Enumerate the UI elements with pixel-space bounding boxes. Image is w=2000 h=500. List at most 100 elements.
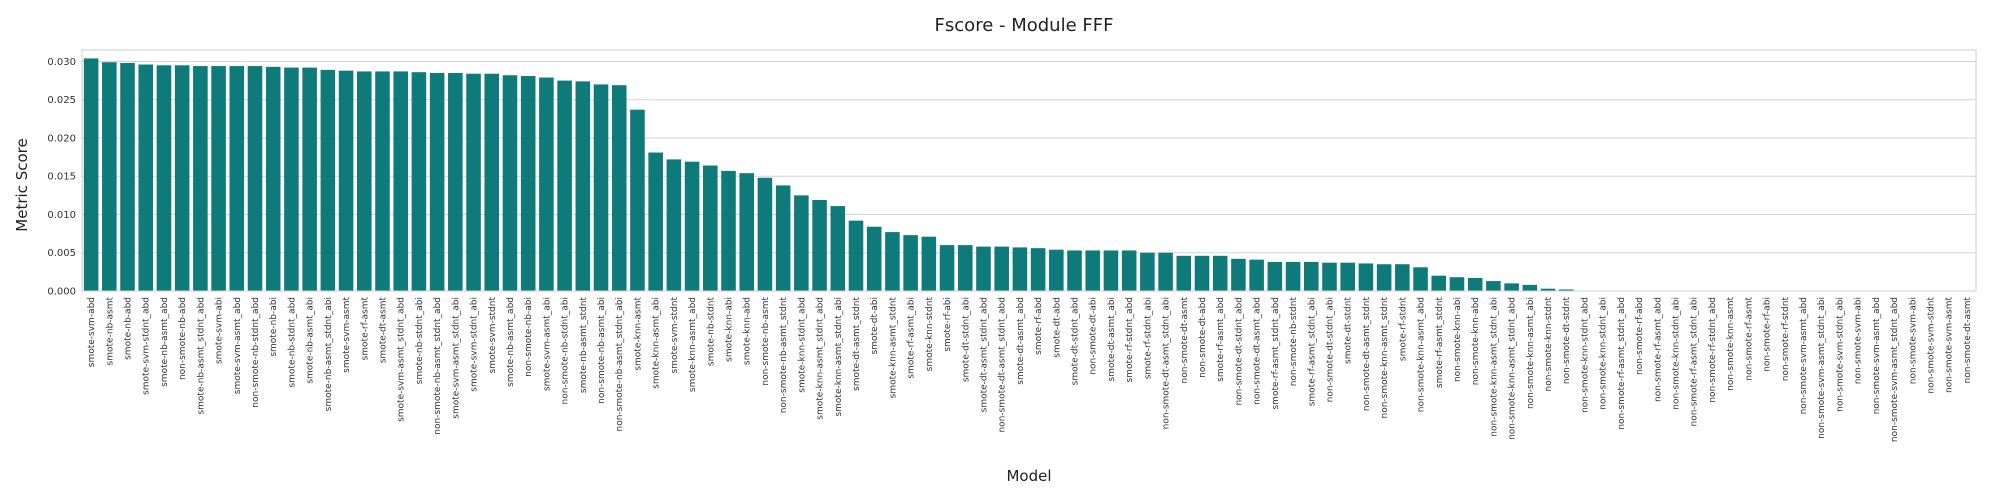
x-tick-label: smote-knn-asmt_stdnt_abi [834, 297, 844, 417]
x-tick-label: smote-knn-abd [743, 297, 753, 365]
x-tick-label: non-smote-svm-abi [1908, 297, 1918, 384]
x-tick-labels: smote-svm-abd smote-nb-asmt smote-nb-abd sm… [87, 297, 1973, 443]
bar [411, 72, 427, 291]
bar [302, 67, 317, 291]
x-tick-label: smote-svm-asmt_abd [233, 297, 243, 394]
x-tick-label: non-smote-knn-stdnt [1544, 297, 1554, 392]
bar [593, 84, 609, 291]
x-tick-label: smote-svm-abd [87, 297, 97, 367]
x-tick-label: smote-nb-stdnt_abi [415, 297, 425, 384]
bar [1194, 255, 1210, 291]
y-tick-label: 0.020 [47, 133, 76, 144]
bar [156, 65, 172, 291]
bar [1376, 264, 1392, 291]
bar [1395, 264, 1410, 291]
x-tick-label: non-smote-knn-asmt_stdnt_abi [1489, 297, 1499, 437]
x-tick-label: smote-nb-asmt_stdnt [579, 297, 589, 394]
bar [812, 199, 827, 291]
bar [1249, 259, 1264, 291]
x-tick-label: smote-svm-abi [215, 297, 225, 364]
bar [1285, 261, 1301, 291]
x-tick-label: non-smote-nb-asmt_stdnt [779, 297, 789, 414]
x-tick-label: non-smote-rf-asmt_stdnt_abd [1617, 297, 1627, 430]
bar [1231, 258, 1246, 291]
bar [466, 73, 481, 291]
x-tick-label: non-smote-knn-asmt_stdnt_abd [1508, 297, 1518, 440]
bar [393, 71, 408, 291]
x-tick-label: smote-dt-stdnt [1344, 297, 1354, 364]
bar [1322, 262, 1337, 291]
bar [703, 165, 718, 291]
bar [903, 235, 918, 291]
bar [174, 65, 190, 291]
bar [575, 81, 591, 291]
x-tick-label: smote-knn-asmt_stdnt_abd [816, 297, 826, 420]
bar [848, 220, 864, 291]
x-tick-label: non-smote-nb-stdnt_abd [251, 297, 261, 408]
bar [611, 85, 627, 291]
bar [1085, 250, 1101, 291]
bar [356, 71, 372, 291]
bar [630, 109, 645, 291]
x-tick-label: smote-rf-asmt_stdnt_abi [1307, 297, 1317, 406]
bar [957, 245, 973, 291]
x-tick-label: smote-rf-asmt_stdnt_abd [1271, 297, 1281, 410]
y-tick-label: 0.015 [47, 172, 76, 183]
x-axis-label: Model [1006, 467, 1051, 485]
x-tick-label: smote-dt-abd [1052, 297, 1062, 358]
x-tick-label: smote-svm-asmt_abi [542, 297, 552, 391]
x-tick-label: non-smote-nb-asmt_stdnt_abi [615, 297, 625, 432]
bar [1121, 250, 1137, 291]
bar [484, 73, 500, 291]
x-tick-label: non-smote-svm-asmt_abd [1799, 297, 1809, 414]
x-tick-label: non-smote-rf-abd [1635, 297, 1645, 375]
x-tick-label: non-smote-rf-asmt_abd [1653, 297, 1663, 402]
bar [794, 195, 809, 291]
bar [830, 206, 846, 291]
bar [1158, 252, 1173, 291]
x-tick-label: smote-rf-asmt_stdnt [1435, 297, 1445, 389]
x-tick-label: smote-dt-asmt_abi [1107, 297, 1117, 382]
x-tick-label: smote-svm-asmt [342, 297, 352, 373]
x-tick-label: non-smote-dt-stdnt_abd [1234, 297, 1244, 406]
bar [1467, 277, 1483, 291]
y-tick-labels: 0.000 0.005 0.010 0.015 0.020 0.025 0.030 [47, 57, 76, 298]
bar [1103, 250, 1119, 291]
bar [1049, 249, 1064, 291]
x-tick-label: smote-svm-asmt_stdnt_abi [451, 297, 461, 419]
x-tick-label: smote-nb-stdnt [706, 297, 716, 367]
x-tick-label: non-smote-dt-asmt_stdnt_abd [998, 297, 1008, 433]
x-tick-label: smote-svm-stdnt [670, 297, 680, 374]
bar [247, 66, 263, 291]
x-tick-label: non-smote-nb-asmt_stdnt_abd [433, 297, 443, 435]
x-tick-label: smote-knn-stdnt_abd [797, 297, 807, 393]
x-tick-label: smote-svm-stdnt_abd [142, 297, 152, 395]
bar [866, 226, 882, 291]
x-tick-label: smote-nb-asmt [105, 297, 115, 366]
x-tick-label: non-smote-knn-asmt [1726, 297, 1736, 391]
x-tick-label: smote-dt-asmt_stdnt_abd [979, 297, 989, 412]
bar [921, 236, 937, 291]
bar [1522, 284, 1538, 291]
bar [1067, 250, 1082, 291]
bar [1176, 255, 1192, 291]
x-tick-label: smote-rf-asmt [360, 297, 370, 361]
bar [539, 77, 554, 292]
y-tick-label: 0.025 [47, 95, 76, 106]
x-tick-label: smote-rf-asmt_abd [1216, 297, 1226, 382]
bar [1340, 262, 1355, 291]
x-tick-label: non-smote-rf-stdnt_abd [1708, 297, 1718, 403]
bar [520, 76, 536, 291]
x-tick-label: non-smote-dt-stdnt [1562, 297, 1572, 385]
x-tick-label: smote-nb-stdnt_abd [287, 297, 297, 388]
bar [284, 67, 299, 291]
x-tick-label: non-smote-dt-abd [1198, 297, 1208, 378]
x-tick-label: non-smote-nb-stdnt [1289, 297, 1299, 387]
bar [102, 62, 117, 291]
y-tick-label: 0.005 [47, 248, 76, 259]
x-tick-label: non-smote-dt-asmt [1963, 297, 1973, 384]
x-tick-label: non-smote-dt-asmt [1180, 297, 1190, 384]
bar [320, 69, 336, 292]
x-tick-label: smote-knn-abi [725, 297, 735, 362]
